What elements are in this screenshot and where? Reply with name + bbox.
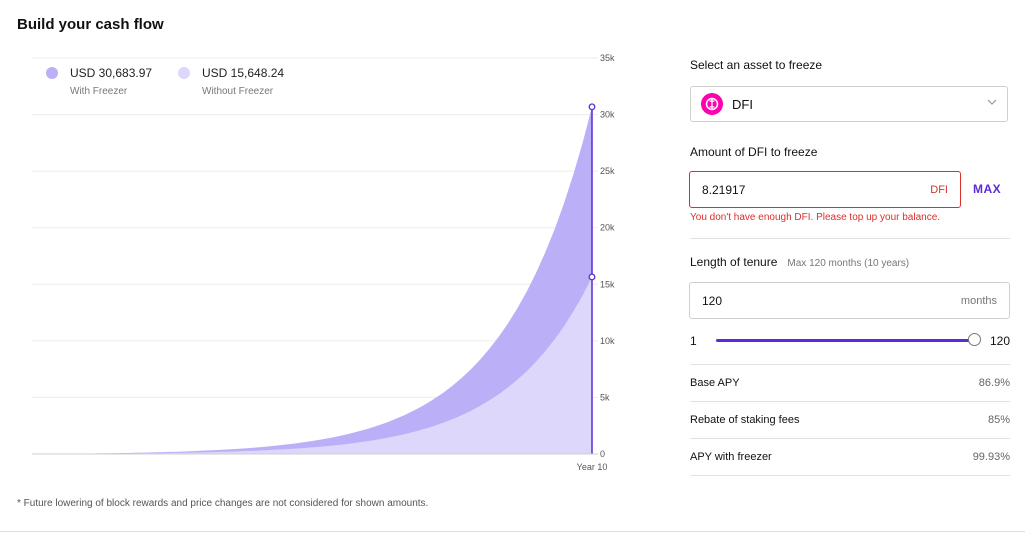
amount-input[interactable]: 8.21917 DFI bbox=[689, 171, 961, 208]
stat-row-rebate: Rebate of staking fees 85% bbox=[690, 414, 1010, 426]
stat-key: APY with freezer bbox=[690, 451, 772, 463]
y-tick-label: 15k bbox=[600, 279, 615, 289]
stat-row-apy-with-freezer: APY with freezer 99.93% bbox=[690, 451, 1010, 463]
legend-label-without-freezer: Without Freezer bbox=[202, 86, 274, 97]
divider bbox=[690, 364, 1010, 365]
stat-row-base-apy: Base APY 86.9% bbox=[690, 377, 1010, 389]
defichain-logo-icon bbox=[701, 93, 723, 115]
divider bbox=[690, 401, 1010, 402]
slider-thumb[interactable] bbox=[968, 333, 981, 346]
amount-error-message: You don't have enough DFI. Please top up… bbox=[690, 212, 941, 223]
y-tick-label: 25k bbox=[600, 166, 615, 176]
legend-without-freezer: USD 15,648.24 Without Freezer bbox=[178, 66, 284, 97]
asset-select[interactable]: DFI bbox=[690, 86, 1008, 122]
tenure-unit: months bbox=[960, 294, 997, 307]
point-with-freezer bbox=[588, 103, 596, 111]
tenure-input[interactable]: 120 months bbox=[689, 282, 1010, 319]
legend-with-freezer: USD 30,683.97 With Freezer bbox=[46, 66, 152, 97]
y-tick-label: 35k bbox=[600, 53, 615, 63]
stat-key: Rebate of staking fees bbox=[690, 414, 800, 426]
y-tick-label: 30k bbox=[600, 110, 615, 120]
cash-flow-chart: 0 5k 10k 15k 20k 25k 30k 35k Year 10 bbox=[32, 53, 615, 472]
chevron-down-icon bbox=[987, 97, 997, 110]
y-tick-label: 10k bbox=[600, 336, 615, 346]
y-tick-label: 20k bbox=[600, 223, 615, 233]
amount-label: Amount of DFI to freeze bbox=[690, 145, 818, 159]
tenure-value: 120 bbox=[702, 293, 723, 308]
legend-dot-with-freezer bbox=[46, 67, 58, 79]
bottom-divider bbox=[0, 531, 1025, 532]
slider-track[interactable] bbox=[716, 339, 974, 342]
legend-value-with-freezer: USD 30,683.97 bbox=[70, 66, 153, 80]
footnote: * Future lowering of block rewards and p… bbox=[17, 498, 429, 509]
stat-value: 99.93% bbox=[972, 451, 1010, 463]
page-title: Build your cash flow bbox=[17, 16, 164, 33]
divider bbox=[690, 438, 1010, 439]
slider-min-label: 1 bbox=[690, 334, 697, 348]
divider bbox=[690, 238, 1010, 239]
legend-dot-without-freezer bbox=[178, 67, 190, 79]
tenure-hint: Max 120 months (10 years) bbox=[787, 258, 910, 269]
tenure-label-row: Length of tenure Max 120 months (10 years… bbox=[690, 255, 909, 269]
legend-value-without-freezer: USD 15,648.24 bbox=[202, 66, 285, 80]
stat-value: 85% bbox=[987, 414, 1010, 426]
legend-label-with-freezer: With Freezer bbox=[70, 86, 128, 97]
amount-unit: DFI bbox=[930, 183, 948, 196]
asset-select-label: Select an asset to freeze bbox=[690, 58, 823, 72]
divider bbox=[690, 475, 1010, 476]
stat-value: 86.9% bbox=[978, 377, 1010, 389]
point-without-freezer bbox=[588, 273, 596, 281]
tenure-slider[interactable]: 1 120 bbox=[690, 333, 1010, 349]
max-button[interactable]: MAX bbox=[973, 182, 1002, 196]
area-without-freezer bbox=[32, 277, 592, 454]
x-tick-label: Year 10 bbox=[577, 462, 608, 472]
y-tick-label: 5k bbox=[600, 392, 610, 402]
amount-value: 8.21917 bbox=[702, 182, 746, 197]
asset-name: DFI bbox=[732, 96, 753, 112]
tenure-label: Length of tenure bbox=[690, 255, 778, 269]
y-tick-label: 0 bbox=[600, 449, 605, 459]
stat-key: Base APY bbox=[690, 377, 740, 389]
slider-max-label: 120 bbox=[989, 334, 1010, 348]
